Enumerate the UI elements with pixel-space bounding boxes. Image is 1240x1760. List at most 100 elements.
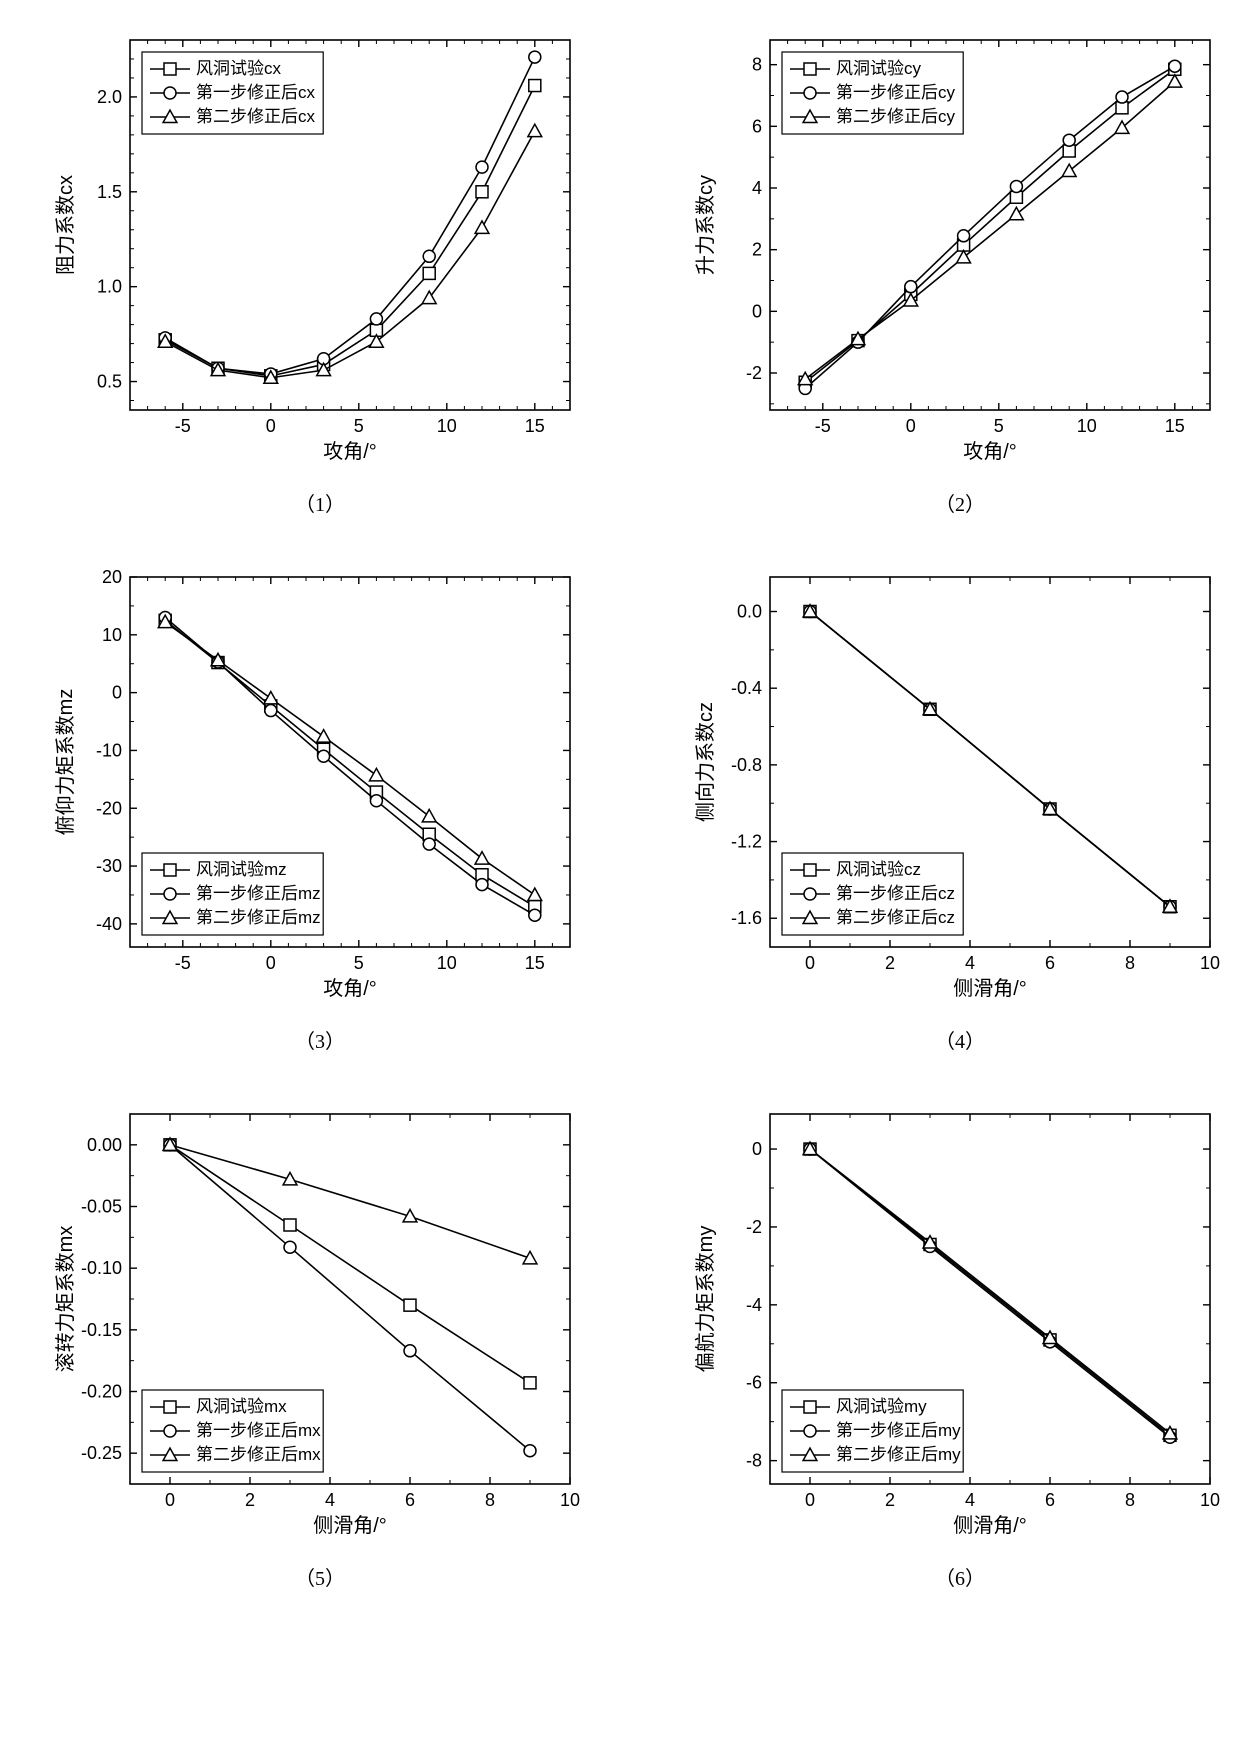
y-tick-label: 0 xyxy=(112,683,122,703)
legend-label: 风洞试验cx xyxy=(196,59,281,78)
legend-label: 风洞试验cy xyxy=(836,59,921,78)
chart-cell: -5051015-202468攻角/°升力系数cy风洞试验cy第一步修正后cy第… xyxy=(660,20,1240,517)
x-tick-label: 10 xyxy=(1200,953,1220,973)
y-tick-label: 20 xyxy=(102,567,122,587)
x-tick-label: 5 xyxy=(994,416,1004,436)
chart: 0246810-1.6-1.2-0.8-0.40.0侧滑角/°侧向力系数cz风洞… xyxy=(680,557,1240,1017)
series-line xyxy=(170,1145,530,1383)
chart-cell: -5051015-40-30-20-1001020攻角/°俯仰力矩系数mz风洞试… xyxy=(20,557,620,1054)
y-tick-label: -10 xyxy=(96,740,122,760)
x-tick-label: 0 xyxy=(805,953,815,973)
y-tick-label: -0.25 xyxy=(81,1443,122,1463)
legend-label: 第二步修正后cz xyxy=(836,908,955,927)
x-tick-label: 10 xyxy=(437,416,457,436)
y-tick-label: -30 xyxy=(96,856,122,876)
chart: 0246810-8-6-4-20侧滑角/°偏航力矩系数my风洞试验my第一步修正… xyxy=(680,1094,1240,1554)
chart-caption: （4） xyxy=(935,1025,985,1054)
x-tick-label: 6 xyxy=(1045,1490,1055,1510)
y-tick-label: 6 xyxy=(752,116,762,136)
y-axis-label: 偏航力矩系数my xyxy=(694,1226,717,1373)
x-tick-label: 4 xyxy=(325,1490,335,1510)
legend: 风洞试验cx第一步修正后cx第二步修正后cx xyxy=(142,52,323,134)
x-tick-label: 4 xyxy=(965,953,975,973)
x-tick-label: 4 xyxy=(965,1490,975,1510)
x-tick-label: 5 xyxy=(354,416,364,436)
legend-label: 第一步修正后mz xyxy=(196,884,321,903)
x-tick-label: 8 xyxy=(485,1490,495,1510)
x-axis-label: 攻角/° xyxy=(323,440,377,463)
y-tick-label: -1.2 xyxy=(731,832,762,852)
chart: -5051015-40-30-20-1001020攻角/°俯仰力矩系数mz风洞试… xyxy=(40,557,600,1017)
x-tick-label: 10 xyxy=(1077,416,1097,436)
x-tick-label: 2 xyxy=(885,953,895,973)
x-tick-label: 0 xyxy=(266,416,276,436)
y-tick-label: 8 xyxy=(752,55,762,75)
chart-cell: 0246810-0.25-0.20-0.15-0.10-0.050.00侧滑角/… xyxy=(20,1094,620,1591)
chart: -5051015-202468攻角/°升力系数cy风洞试验cy第一步修正后cy第… xyxy=(680,20,1240,480)
legend: 风洞试验my 第一步修正后my 第二步修正后my xyxy=(782,1390,963,1472)
legend-label: 第二步修正后my xyxy=(836,1445,961,1464)
y-axis-label: 阻力系数cx xyxy=(54,175,77,275)
legend: 风洞试验cy第一步修正后cy第二步修正后cy xyxy=(782,52,963,134)
x-tick-label: -5 xyxy=(815,416,831,436)
y-tick-label: -6 xyxy=(746,1373,762,1393)
x-axis-label: 侧滑角/° xyxy=(953,977,1027,1000)
legend-label: 风洞试验cz xyxy=(836,860,921,879)
y-tick-label: -0.4 xyxy=(731,678,762,698)
x-tick-label: 8 xyxy=(1125,1490,1135,1510)
series-line xyxy=(170,1145,530,1258)
x-tick-label: 6 xyxy=(1045,953,1055,973)
legend-label: 风洞试验my xyxy=(836,1397,927,1416)
x-axis-label: 侧滑角/° xyxy=(313,1514,387,1537)
y-tick-label: -0.10 xyxy=(81,1258,122,1278)
y-tick-label: 0 xyxy=(752,301,762,321)
x-tick-label: 0 xyxy=(165,1490,175,1510)
legend-label: 第一步修正后cy xyxy=(836,83,955,102)
y-tick-label: -0.15 xyxy=(81,1320,122,1340)
y-tick-label: -0.20 xyxy=(81,1382,122,1402)
legend-label: 第一步修正后cz xyxy=(836,884,955,903)
y-tick-label: -1.6 xyxy=(731,908,762,928)
y-tick-label: -2 xyxy=(746,1217,762,1237)
y-tick-label: 0 xyxy=(752,1139,762,1159)
x-tick-label: 15 xyxy=(525,953,545,973)
y-axis-label: 升力系数cy xyxy=(694,175,717,275)
legend-label: 第一步修正后mx xyxy=(196,1421,321,1440)
x-tick-label: 2 xyxy=(885,1490,895,1510)
chart-caption: （5） xyxy=(295,1562,345,1591)
x-tick-label: 5 xyxy=(354,953,364,973)
x-tick-label: 15 xyxy=(525,416,545,436)
y-tick-label: 4 xyxy=(752,178,762,198)
legend-label: 风洞试验mx xyxy=(196,1397,287,1416)
y-tick-label: -2 xyxy=(746,363,762,383)
x-tick-label: -5 xyxy=(175,416,191,436)
legend-label: 第二步修正后mx xyxy=(196,1445,321,1464)
x-tick-label: 10 xyxy=(560,1490,580,1510)
chart: -50510150.51.01.52.0攻角/°阻力系数cx风洞试验cx第一步修… xyxy=(40,20,600,480)
chart-cell: 0246810-1.6-1.2-0.8-0.40.0侧滑角/°侧向力系数cz风洞… xyxy=(660,557,1240,1054)
y-tick-label: -20 xyxy=(96,798,122,818)
y-tick-label: 10 xyxy=(102,625,122,645)
x-tick-label: 8 xyxy=(1125,953,1135,973)
y-axis-label: 滚转力矩系数mx xyxy=(54,1226,77,1373)
legend-label: 第一步修正后my xyxy=(836,1421,961,1440)
legend: 风洞试验cz 第一步修正后cz 第二步修正后cz xyxy=(782,853,963,935)
x-axis-label: 攻角/° xyxy=(963,440,1017,463)
y-tick-label: 0.00 xyxy=(87,1135,122,1155)
x-tick-label: 0 xyxy=(906,416,916,436)
y-axis-label: 侧向力系数cz xyxy=(694,702,717,822)
y-tick-label: -40 xyxy=(96,914,122,934)
chart-caption: （6） xyxy=(935,1562,985,1591)
x-tick-label: 0 xyxy=(266,953,276,973)
chart: 0246810-0.25-0.20-0.15-0.10-0.050.00侧滑角/… xyxy=(40,1094,600,1554)
y-tick-label: -8 xyxy=(746,1451,762,1471)
y-tick-label: 2.0 xyxy=(97,87,122,107)
y-tick-label: 2 xyxy=(752,240,762,260)
x-tick-label: 10 xyxy=(437,953,457,973)
x-tick-label: 2 xyxy=(245,1490,255,1510)
y-tick-label: -0.05 xyxy=(81,1197,122,1217)
x-axis-label: 攻角/° xyxy=(323,977,377,1000)
legend-label: 第一步修正后cx xyxy=(196,83,315,102)
chart-caption: （1） xyxy=(295,488,345,517)
x-tick-label: 0 xyxy=(805,1490,815,1510)
